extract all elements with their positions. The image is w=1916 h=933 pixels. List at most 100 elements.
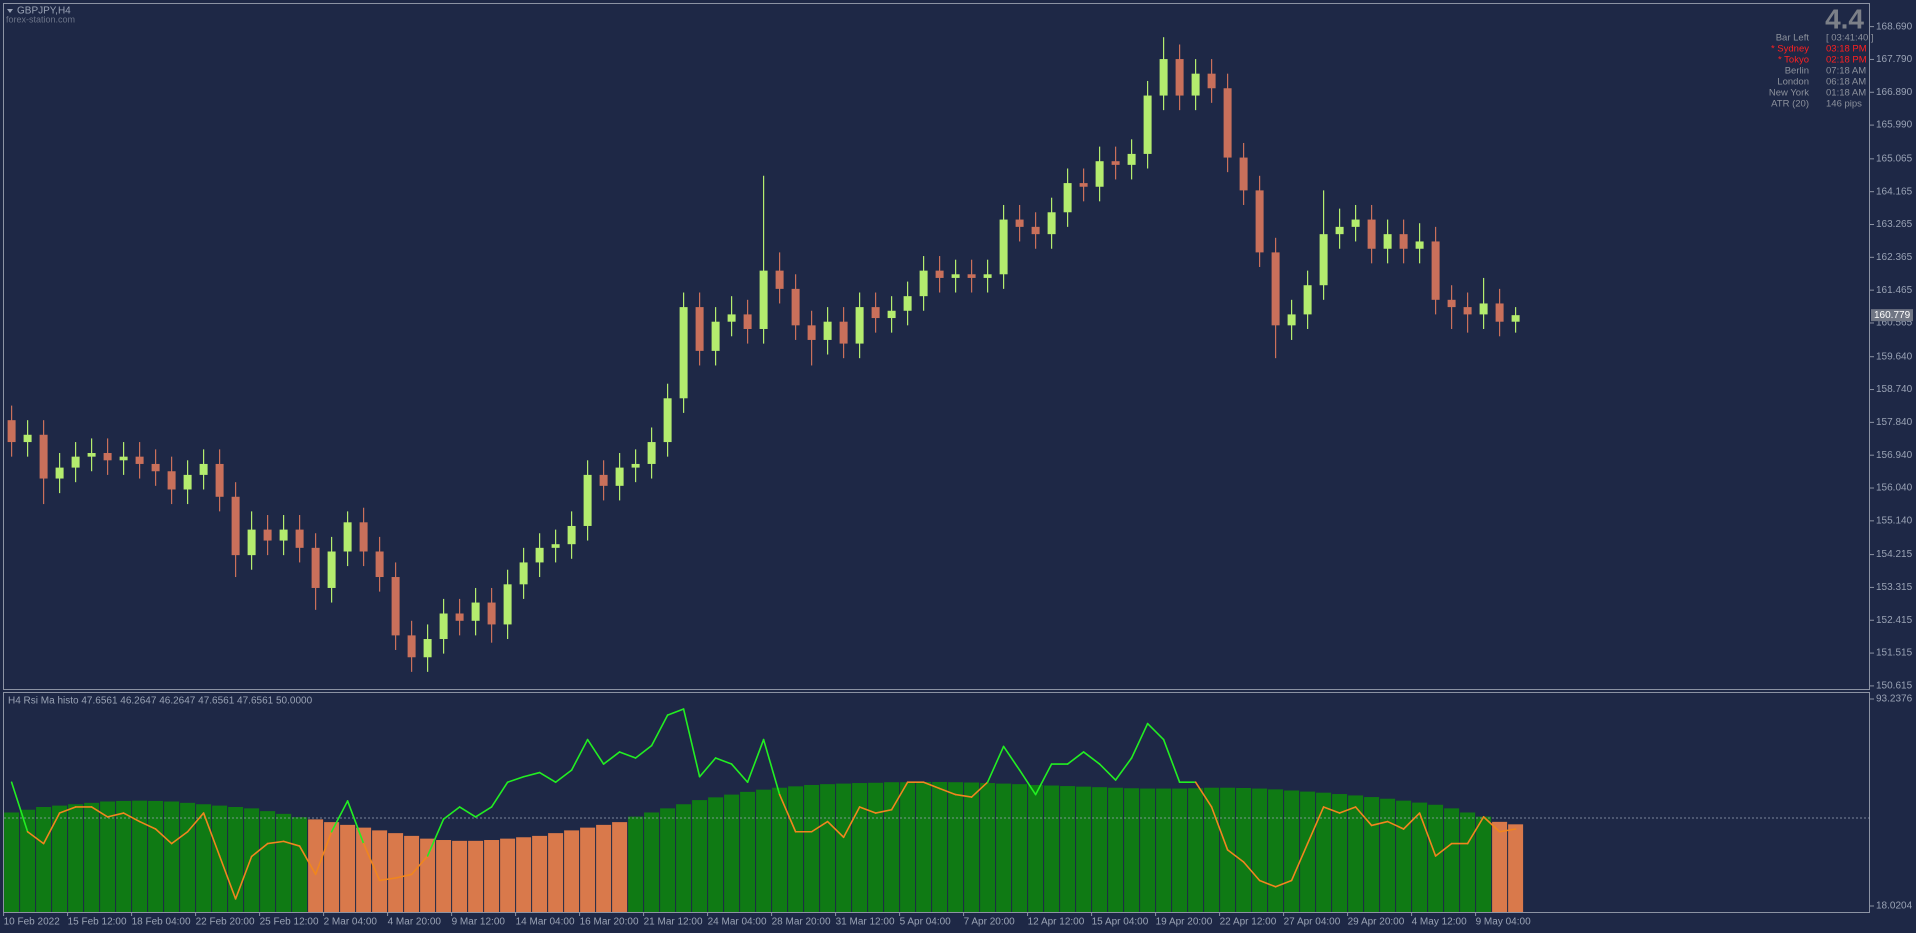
rsi-segment [298, 845, 317, 876]
rsi-segment [810, 820, 829, 833]
symbol-menu-arrow[interactable] [7, 9, 13, 13]
rsi-segment [1162, 738, 1181, 784]
candle-body [615, 467, 624, 486]
candle-body [727, 314, 736, 322]
histogram-bar [996, 783, 1012, 912]
rsi-segment [474, 806, 493, 818]
histogram-bar [1348, 795, 1364, 912]
rsi-segment [426, 818, 445, 857]
histogram-bar [1284, 790, 1300, 912]
x-tick-label: 28 Mar 20:00 [772, 917, 831, 928]
y-tick-label: 168.690 [1876, 21, 1913, 32]
histogram-bar [420, 838, 436, 912]
candle-body [695, 307, 704, 351]
rsi-segment [522, 771, 541, 778]
y-tick-label: 164.165 [1876, 186, 1913, 197]
watermark: forex-station.com [6, 14, 75, 24]
rsi-segment [1242, 861, 1261, 882]
rsi-segment [762, 738, 781, 796]
candle-body [327, 551, 336, 588]
rsi-segment [106, 812, 125, 818]
y-tick-label: 159.640 [1876, 351, 1913, 362]
candle-body [1159, 59, 1168, 96]
candle-body [1015, 219, 1024, 227]
y-tick-label: 160.565 [1876, 318, 1913, 329]
rsi-segment [362, 842, 381, 882]
histogram-bar [916, 781, 932, 912]
x-tick-label: 7 Apr 20:00 [964, 917, 1016, 928]
rsi-segment [570, 738, 589, 771]
info-value: 03:18 PM [1826, 44, 1867, 55]
histogram-bar [1092, 787, 1108, 912]
x-tick-label: 25 Feb 12:00 [260, 917, 319, 928]
histogram-bar [564, 830, 580, 912]
histogram-bar [196, 804, 212, 912]
indicator-title: H4 Rsi Ma histo 47.6561 46.2647 46.2647 … [8, 696, 313, 707]
rsi-segment [346, 800, 365, 845]
histogram-bar [52, 805, 68, 912]
histogram-bar [1188, 788, 1204, 912]
candle-body [647, 442, 656, 464]
histogram-bar [1428, 804, 1444, 912]
last-price-box [1871, 309, 1913, 322]
histogram-bar [36, 806, 52, 912]
candle-body [1271, 252, 1280, 326]
candle-body [1367, 219, 1376, 249]
rsi-segment [954, 793, 973, 798]
candle-body [551, 544, 560, 548]
info-label: * Sydney [1771, 44, 1809, 55]
x-tick-label: 22 Apr 12:00 [1220, 917, 1277, 928]
candle-body [1063, 183, 1072, 213]
candle-body [903, 296, 912, 311]
rsi-segment [1482, 816, 1501, 833]
rsi-segment [842, 806, 861, 839]
rsi-segment [234, 855, 253, 900]
candle-body [743, 314, 752, 329]
candle-body [1351, 219, 1360, 227]
candle-body [1495, 303, 1504, 322]
histogram-bar [788, 786, 804, 912]
histogram-bar [1044, 785, 1060, 912]
histogram-bar [1300, 791, 1316, 912]
histogram-bar [1380, 798, 1396, 912]
rsi-segment [1370, 820, 1389, 827]
histogram-bar [1124, 788, 1140, 912]
histogram-bar [468, 840, 484, 912]
candle-body [1175, 59, 1184, 96]
candle-body [1447, 299, 1456, 308]
candle-body [391, 577, 400, 636]
candle-body [887, 310, 896, 319]
candle-body [359, 522, 368, 552]
histogram-bar [436, 840, 452, 912]
rsi-segment [186, 812, 205, 833]
y-tick-label: 153.315 [1876, 582, 1913, 593]
y-tick-label: 155.140 [1876, 515, 1913, 526]
histogram-bar [692, 800, 708, 912]
candle-body [135, 456, 144, 464]
x-tick-label: 31 Mar 12:00 [836, 917, 895, 928]
candle-body [791, 288, 800, 326]
rsi-segment [282, 840, 301, 847]
y-tick-label: 165.065 [1876, 153, 1913, 164]
info-value: 01:18 AM [1826, 88, 1866, 99]
histogram-bar [804, 784, 820, 912]
rsi-segment [26, 830, 45, 845]
rsi-segment [890, 781, 909, 811]
y-tick-label: 152.415 [1876, 615, 1913, 626]
histogram-bar [932, 781, 948, 912]
candle-body [151, 463, 160, 472]
candle-body [1047, 212, 1056, 235]
candle-body [823, 321, 832, 340]
histogram-bar [500, 838, 516, 912]
candle-body [679, 307, 688, 399]
x-tick-label: 5 Apr 04:00 [900, 917, 952, 928]
rsi-segment [554, 769, 573, 784]
histogram-bar [1508, 824, 1524, 912]
histogram-bar [1412, 802, 1428, 912]
histogram-bar [964, 782, 980, 912]
candle-body [39, 434, 48, 479]
rsi-segment [170, 830, 189, 845]
rsi-segment [1002, 745, 1021, 771]
histogram-bar [852, 783, 868, 912]
y-tick-label: 163.265 [1876, 219, 1913, 230]
